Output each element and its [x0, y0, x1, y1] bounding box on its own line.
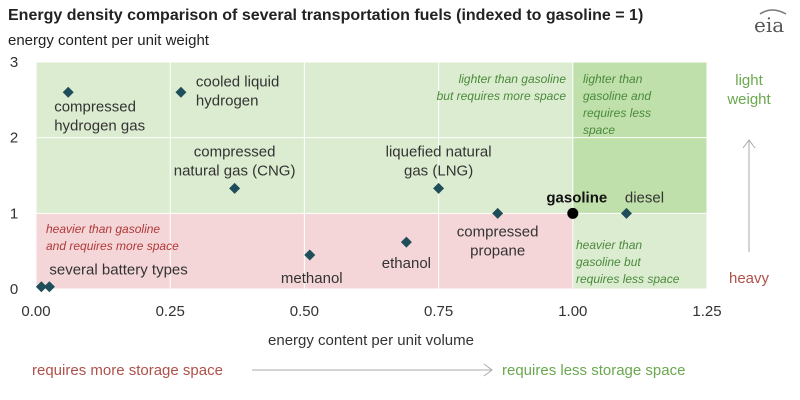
- point-marker-diamond: [43, 281, 55, 293]
- point-label: hydrogen gas: [54, 117, 145, 134]
- point-marker-diamond: [304, 249, 316, 261]
- point-label: propane: [470, 242, 525, 259]
- point-label: diesel: [625, 189, 664, 206]
- point-label: several battery types: [49, 262, 187, 279]
- point-marker-diamond: [400, 236, 412, 248]
- chart-title: Energy density comparison of several tra…: [8, 7, 643, 24]
- point-label: gas (LNG): [404, 162, 473, 179]
- x-tick-label: 0.75: [424, 303, 453, 320]
- annotation-top-right: lighter than: [583, 72, 643, 86]
- annotation-top-middle: lighter than gasoline: [459, 72, 567, 86]
- point-labels: compressed hydrogen gas cooled liquid hydro…: [49, 73, 664, 287]
- x-tick-label: 0.25: [156, 303, 185, 320]
- y-tick-label: 3: [10, 54, 18, 71]
- annotation-bottom-left: heavier than gasoline: [46, 222, 160, 236]
- x-tick-label: 1.00: [558, 303, 587, 320]
- horizontal-arrow-head: [483, 363, 493, 377]
- annotation-top-right: space: [583, 123, 615, 137]
- point-label: methanol: [281, 270, 343, 287]
- x-ticks: 0.00 0.25 0.50 0.75 1.00 1.25: [21, 303, 721, 320]
- x-tick-label: 0.50: [290, 303, 319, 320]
- annotation-top-middle: but requires more space: [437, 89, 567, 103]
- side-labels: light weight heavy: [726, 72, 771, 287]
- point-marker-diamond: [35, 281, 47, 293]
- annotation-bottom-left: and requires more space: [46, 239, 179, 253]
- x-tick-label: 0.00: [21, 303, 50, 320]
- vertical-arrow-head: [742, 139, 756, 149]
- point-label: liquefied natural: [386, 143, 492, 160]
- point-label: ethanol: [382, 255, 431, 272]
- bottom-labels: requires more storage space requires less…: [32, 362, 685, 379]
- bottom-label-more-storage: requires more storage space: [32, 362, 223, 379]
- y-tick-label: 0: [10, 281, 18, 298]
- y-ticks: 0 1 2 3: [10, 54, 18, 298]
- annotation-bottom-right: requires less space: [576, 272, 680, 286]
- region-3: [572, 213, 707, 289]
- y-tick-label: 2: [10, 130, 18, 147]
- side-label-light-weight: weight: [726, 91, 771, 108]
- eia-logo-arc: [759, 9, 787, 15]
- point-marker-diamond: [433, 182, 445, 194]
- side-label-light-weight: light: [735, 72, 763, 89]
- point-marker-diamond: [175, 86, 187, 98]
- point-label: cooled liquid: [196, 73, 279, 90]
- point-marker-diamond: [229, 182, 241, 194]
- x-tick-label: 1.25: [692, 303, 721, 320]
- bottom-label-less-storage: requires less storage space: [502, 362, 685, 379]
- point-marker-diamond: [62, 86, 74, 98]
- annotation-top-right: gasoline and: [583, 89, 651, 103]
- side-label-heavy: heavy: [729, 270, 770, 287]
- eia-logo: eia: [754, 13, 784, 37]
- point-label: compressed: [457, 223, 539, 240]
- point-marker-diamond: [620, 207, 632, 219]
- point-label: compressed: [194, 143, 276, 160]
- point-label: compressed: [54, 98, 136, 115]
- y-tick-label: 1: [10, 205, 18, 222]
- x-axis-label: energy content per unit volume: [268, 332, 474, 349]
- point-marker-diamond: [492, 207, 504, 219]
- point-marker-gasoline: [567, 207, 579, 219]
- y-axis-label: energy content per unit weight: [8, 32, 210, 49]
- data-points: [35, 86, 632, 293]
- annotation-bottom-right: heavier than: [576, 238, 642, 252]
- annotation-bottom-right: gasoline but: [576, 255, 641, 269]
- point-label: natural gas (CNG): [174, 162, 296, 179]
- point-label: hydrogen: [196, 92, 259, 109]
- annotation-top-right: requires less: [583, 106, 651, 120]
- point-label: gasoline: [546, 189, 607, 206]
- gridlines: [35, 61, 708, 290]
- region-annotations: lighter than gasoline but requires more s…: [46, 72, 680, 286]
